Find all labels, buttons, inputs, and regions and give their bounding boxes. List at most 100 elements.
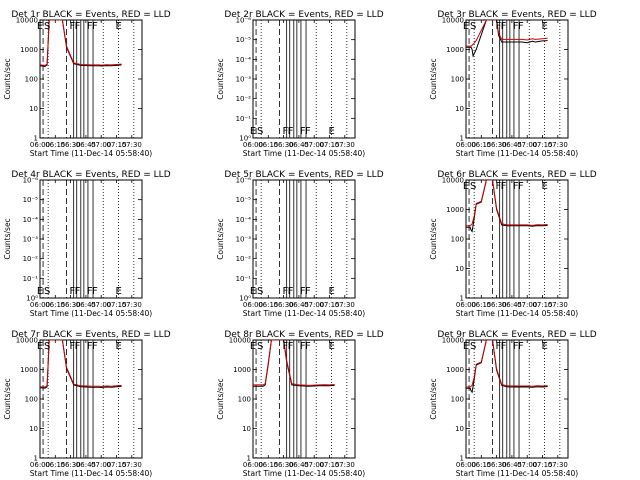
x-tick-label: 07:30 (548, 141, 568, 149)
y-tick-label: 10⁻² (236, 95, 252, 103)
flag-label: F (501, 181, 507, 192)
plot-frame (252, 19, 356, 139)
x-tick-label: 06:15 (471, 301, 491, 309)
y-tick-label: 10⁻³ (236, 236, 252, 244)
x-axis-label: Start Time (11-Dec-14 05:58:40) (30, 149, 152, 158)
y-axis-label: Counts/sec (216, 218, 225, 259)
y-tick-label: 10000 (442, 337, 464, 345)
x-tick-label: 07:00 (91, 461, 111, 469)
x-tick-label: 06:15 (45, 301, 65, 309)
x-tick-label: 06:15 (471, 461, 491, 469)
flag-label: F (288, 286, 294, 297)
flag-label: S (257, 341, 263, 352)
x-tick-label: 07:15 (532, 461, 552, 469)
x-axis-label: Start Time (11-Dec-14 05:58:40) (243, 149, 365, 158)
y-tick-label: 10⁻³ (23, 236, 39, 244)
y-tick-label: 100 (238, 396, 251, 404)
x-tick-label: 06:00 (243, 461, 263, 469)
x-axis-label: Start Time (11-Dec-14 05:58:40) (30, 309, 152, 318)
series-line-1 (466, 20, 548, 58)
x-tick-label: 07:00 (517, 461, 537, 469)
x-axis-label: Start Time (11-Dec-14 05:58:40) (243, 469, 365, 478)
panel-title: Det 6r BLACK = Events, RED = LLD (437, 170, 596, 180)
y-tick-label: 10⁻¹ (236, 115, 252, 123)
x-tick-label: 06:30 (61, 141, 81, 149)
flag-label: F (305, 126, 311, 137)
y-axis-label: Counts/sec (3, 218, 12, 259)
flag-label: E (37, 341, 43, 352)
flag-label: F (75, 341, 81, 352)
flag-label: S (470, 341, 476, 352)
x-tick-label: 07:00 (91, 141, 111, 149)
x-tick-label: 07:30 (335, 461, 355, 469)
y-tick-label: 10000 (16, 17, 38, 25)
x-tick-label: 07:30 (122, 141, 142, 149)
y-tick-label: 100 (25, 396, 38, 404)
flag-label: F (87, 341, 93, 352)
y-tick-label: 10⁻⁴ (236, 216, 252, 224)
x-tick-label: 07:30 (335, 301, 355, 309)
x-tick-label: 06:30 (487, 461, 507, 469)
x-tick-label: 07:00 (517, 301, 537, 309)
flag-label: F (283, 341, 289, 352)
x-tick-label: 06:15 (45, 461, 65, 469)
y-tick-label: 1 (247, 455, 251, 463)
y-tick-label: 10⁻⁵ (23, 196, 39, 204)
plot-frame (252, 339, 356, 459)
y-tick-label: 10⁻⁵ (236, 36, 252, 44)
x-tick-label: 06:30 (274, 141, 294, 149)
flag-label: F (288, 341, 294, 352)
flag-label: F (305, 341, 311, 352)
flag-label: F (496, 181, 502, 192)
flag-label: E (37, 21, 43, 32)
flag-label: F (518, 341, 524, 352)
flag-label: F (92, 286, 98, 297)
y-tick-label: 10 (29, 105, 38, 113)
flag-label: E (463, 181, 469, 192)
panel-title: Det 9r BLACK = Events, RED = LLD (437, 330, 596, 340)
panel-title: Det 8r BLACK = Events, RED = LLD (224, 330, 383, 340)
flag-label: E (463, 341, 469, 352)
y-tick-label: 1000 (20, 46, 38, 54)
plot-frame (465, 19, 569, 139)
x-tick-label: 06:45 (289, 301, 309, 309)
flag-label: E (541, 181, 547, 192)
x-tick-label: 07:15 (319, 461, 339, 469)
plot-area (466, 20, 561, 138)
x-tick-label: 07:00 (304, 461, 324, 469)
flag-label: F (288, 126, 294, 137)
flag-label: E (115, 21, 121, 32)
panel-title: Det 2r BLACK = Events, RED = LLD (224, 10, 383, 20)
x-tick-label: 06:30 (487, 141, 507, 149)
x-tick-label: 06:00 (456, 301, 476, 309)
x-tick-label: 07:15 (532, 301, 552, 309)
x-tick-label: 06:30 (61, 461, 81, 469)
x-tick-label: 06:45 (289, 141, 309, 149)
y-tick-label: 1 (460, 455, 464, 463)
x-tick-label: 06:00 (456, 461, 476, 469)
y-tick-label: 10000 (442, 177, 464, 185)
flag-label: F (87, 21, 93, 32)
y-axis-label: Counts/sec (429, 378, 438, 419)
y-tick-label: 1000 (446, 366, 464, 374)
y-tick-label: 10000 (229, 337, 251, 345)
y-tick-label: 1000 (446, 46, 464, 54)
x-tick-label: 07:00 (91, 301, 111, 309)
flag-label: F (300, 341, 306, 352)
panel-title: Det 4r BLACK = Events, RED = LLD (11, 170, 170, 180)
y-axis-label: Counts/sec (429, 218, 438, 259)
plot-frame (465, 179, 569, 299)
y-tick-label: 1000 (20, 366, 38, 374)
x-tick-label: 06:30 (487, 301, 507, 309)
plot-frame (39, 339, 143, 459)
y-tick-label: 100 (451, 236, 464, 244)
x-tick-label: 07:15 (319, 141, 339, 149)
flag-label: E (115, 341, 121, 352)
x-tick-label: 07:30 (548, 301, 568, 309)
y-tick-label: 100 (451, 396, 464, 404)
flag-label: F (513, 341, 519, 352)
